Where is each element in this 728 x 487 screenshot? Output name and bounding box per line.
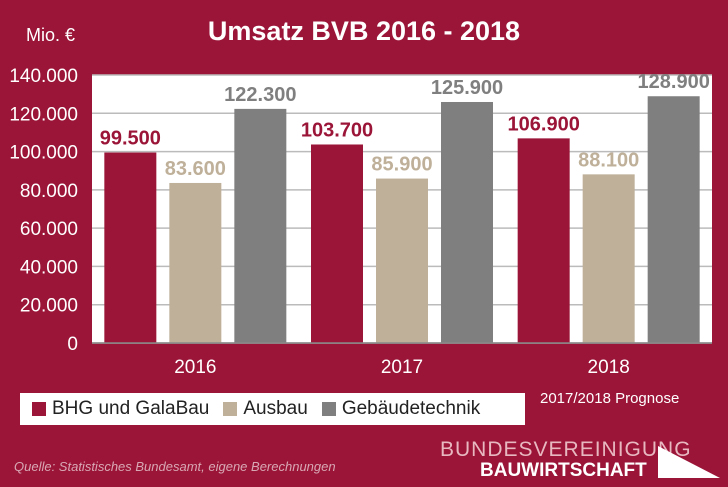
y-tick-label: 100.000 — [9, 143, 78, 164]
logo: BUNDESVEREINIGUNG BAUWIRTSCHAFT — [440, 438, 720, 483]
legend-item: Gebäudetechnik — [321, 398, 481, 420]
bar — [582, 174, 635, 343]
y-tick-label: 120.000 — [9, 104, 78, 125]
legend-item: BHG und GalaBau — [32, 398, 209, 420]
forecast-note: 2017/2018 Prognose — [540, 390, 680, 407]
bar — [311, 144, 363, 343]
logo-triangle-icon — [658, 446, 720, 478]
y-axis-unit: Mio. € — [26, 25, 76, 45]
data-label: 122.300 — [224, 84, 296, 106]
bar — [441, 101, 493, 344]
bar — [104, 152, 157, 343]
bar — [234, 108, 287, 343]
legend: BHG und GalaBau Ausbau Gebäudetechnik — [20, 393, 525, 425]
bar — [169, 182, 222, 343]
legend-swatch — [321, 402, 336, 416]
data-label: 88.100 — [578, 149, 639, 171]
y-tick-label: 0 — [67, 334, 78, 355]
bar — [517, 138, 570, 343]
y-tick-label: 60.000 — [20, 219, 78, 240]
data-label: 125.900 — [431, 77, 503, 99]
data-label: 106.900 — [508, 113, 580, 135]
y-tick-label: 140.000 — [9, 66, 78, 87]
bar — [376, 178, 428, 343]
logo-line1: BUNDESVEREINIGUNG — [440, 438, 692, 461]
x-tick-label: 2016 — [174, 357, 216, 378]
legend-swatch — [32, 402, 46, 416]
chart-title: Umsatz BVB 2016 - 2018 — [207, 16, 521, 46]
legend-swatch — [223, 402, 238, 416]
legend-item: Ausbau — [223, 398, 308, 420]
legend-label: BHG und GalaBau — [52, 398, 210, 419]
y-tick-label: 40.000 — [20, 257, 78, 278]
logo-line2: BAUWIRTSCHAFT — [480, 460, 647, 481]
data-label: 85.900 — [371, 154, 432, 176]
legend-label: Gebäudetechnik — [341, 398, 481, 419]
data-label: 103.700 — [301, 119, 373, 141]
x-tick-label: 2017 — [381, 357, 423, 378]
x-tick-label: 2018 — [588, 357, 630, 378]
y-tick-label: 20.000 — [20, 296, 78, 317]
data-label: 128.900 — [638, 71, 710, 93]
data-label: 83.600 — [165, 158, 226, 180]
data-label: 99.500 — [100, 128, 161, 150]
source-note: Quelle: Statistisches Bundesamt, eigene … — [14, 459, 336, 474]
y-tick-label: 80.000 — [20, 181, 78, 202]
bar — [647, 96, 700, 344]
legend-label: Ausbau — [243, 398, 308, 419]
